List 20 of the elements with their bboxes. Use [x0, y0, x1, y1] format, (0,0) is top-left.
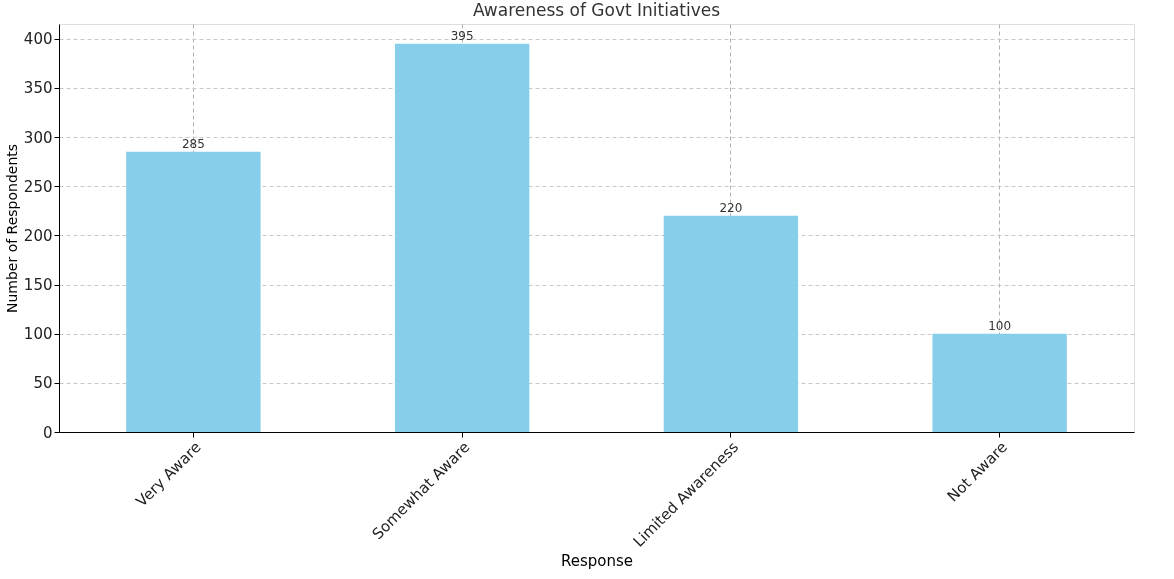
- y-tick-label: 250: [23, 177, 53, 196]
- x-axis-title: Response: [560, 551, 634, 570]
- y-tick-label: 50: [33, 374, 53, 393]
- y-tick-label: 350: [23, 79, 53, 98]
- chart-title: Awareness of Govt Initiatives: [472, 0, 721, 20]
- bar: [932, 333, 1067, 432]
- y-tick-label: 200: [23, 226, 53, 245]
- data-label: 220: [719, 200, 743, 215]
- y-tick-label: 150: [23, 276, 53, 295]
- y-axis-title: Number of Respondents: [3, 143, 20, 314]
- bar: [126, 151, 261, 432]
- bar: [663, 215, 799, 432]
- data-label: 100: [988, 318, 1012, 333]
- y-tick-label: 0: [42, 423, 53, 442]
- data-label: 285: [181, 136, 205, 151]
- y-tick-label: 100: [23, 325, 53, 344]
- y-tick-label: 400: [23, 30, 53, 49]
- y-tick-label: 300: [23, 128, 53, 147]
- bar: [394, 43, 530, 432]
- data-label: 395: [450, 28, 474, 43]
